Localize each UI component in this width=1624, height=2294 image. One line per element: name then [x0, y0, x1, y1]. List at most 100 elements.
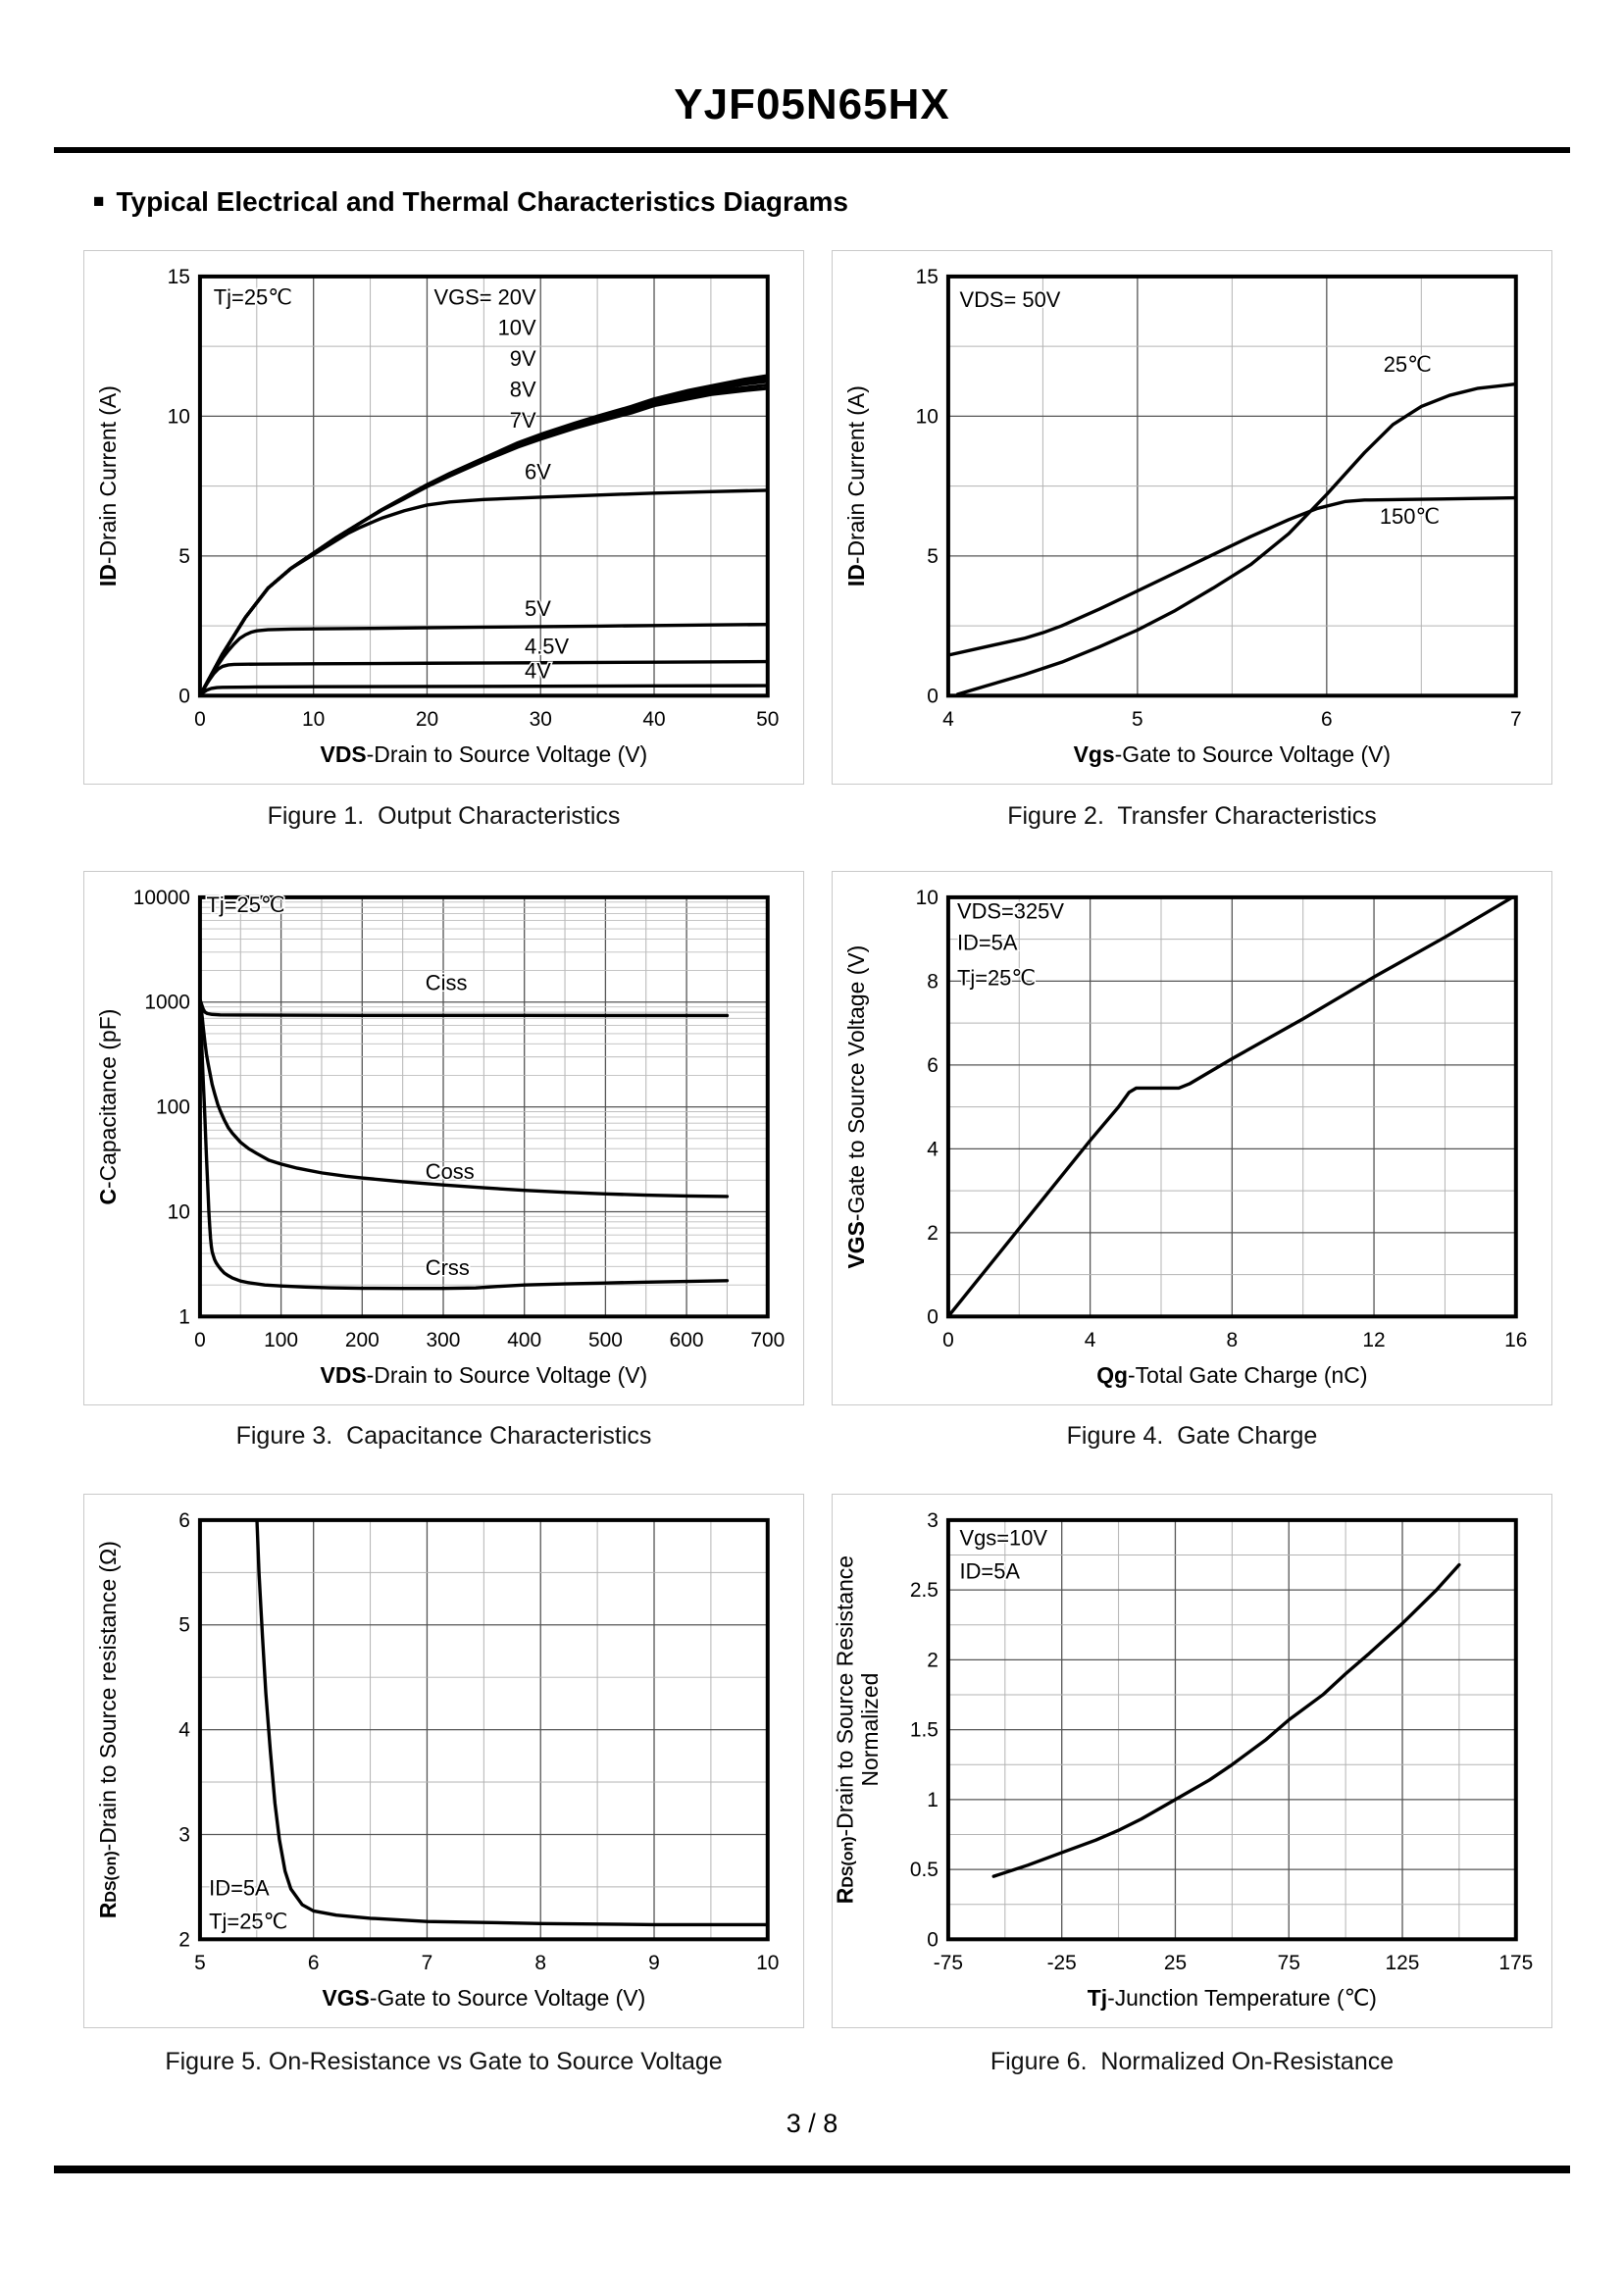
chart-annotation: 9V	[510, 346, 536, 371]
figure-6-chart: -75 -25 25 75 125 175 0 0.5 1 1.5 2 2.5 3 Tj-Junction…	[832, 1494, 1552, 2028]
x-tick-label: 600	[670, 1329, 704, 1351]
chart-annotation: 5V	[525, 596, 551, 621]
y-tick-label: 1	[178, 1305, 190, 1328]
y-tick-label: 4	[178, 1719, 190, 1742]
chart-annotation: 150℃	[1380, 504, 1440, 529]
chart-annotation: ID=5A	[959, 1559, 1020, 1584]
figure-2-chart: 4 5 6 7 0 5 10 15 Vgs-Gate to Source Voltage (V)…	[832, 250, 1552, 785]
x-tick-label: 125	[1386, 1952, 1420, 1974]
figure-2-plot: 4 5 6 7 0 5 10 15 Vgs-Gate to Source Voltage (V)…	[843, 266, 1522, 767]
y-tick-label: 10000	[133, 887, 190, 909]
curve-VGS=5V	[199, 623, 768, 696]
gridlines	[947, 276, 1516, 696]
y-tick-label: 2	[927, 1222, 939, 1245]
curve-Coss	[199, 1000, 730, 1198]
x-tick-label: 400	[507, 1329, 541, 1351]
y-tick-label: 0	[927, 1305, 939, 1328]
y-axis-label: ID-Drain Current (A)	[95, 385, 121, 586]
chart-annotation: Ciss	[426, 971, 468, 995]
x-tick-label: 5	[1132, 708, 1143, 731]
page-title: YJF05N65HX	[674, 80, 950, 128]
curve-25C	[955, 382, 1516, 696]
chart-annotation: 4.5V	[525, 635, 569, 659]
plot-border	[197, 894, 770, 1319]
figure-3-caption: Figure 3. Capacitance Characteristics	[235, 1422, 652, 1450]
y-axis-label: VGS-Gate to Source Voltage (V)	[843, 945, 869, 1269]
curve-VGS=4.5V	[199, 659, 768, 696]
section-heading: ■ Typical Electrical and Thermal Characte…	[93, 186, 848, 218]
y-tick-label: 3	[178, 1823, 190, 1846]
x-axis-label: Qg-Total Gate Charge (nC)	[1096, 1362, 1367, 1388]
chart-annotation: Crss	[426, 1255, 470, 1280]
chart-annotation: 25℃	[1384, 352, 1432, 377]
footer-rule	[54, 2166, 1570, 2173]
gridlines	[199, 1519, 768, 1940]
chart-annotation: Vgs=10V	[959, 1526, 1047, 1551]
chart-annotation: ID=5A	[957, 930, 1018, 954]
plot-border	[197, 274, 770, 698]
y-tick-label: 6	[178, 1509, 190, 1532]
figure-1-chart: 0 10 20 30 40 50 0 5 10 15 VDS-Drain to Source Vol…	[83, 250, 804, 785]
chart-annotation: Tj=25℃	[214, 284, 292, 309]
x-tick-label: 0	[194, 708, 206, 731]
curves	[991, 1562, 1461, 1878]
chart-annotation: Tj=25℃	[209, 1910, 287, 1934]
y-tick-label: 2	[178, 1928, 190, 1951]
x-tick-label: -75	[934, 1952, 963, 1974]
figure-2-caption: Figure 2. Transfer Characteristics	[1007, 802, 1377, 830]
chart-annotation: 6V	[525, 459, 551, 484]
curves	[947, 896, 1514, 1317]
section-bullet-icon: ■	[93, 191, 105, 212]
figure-5-caption: Figure 5. On-Resistance vs Gate to Sourc…	[165, 2048, 723, 2075]
x-tick-label: 12	[1362, 1329, 1385, 1351]
x-tick-label: 300	[427, 1329, 461, 1351]
curves	[199, 997, 730, 1291]
x-axis-label: Vgs-Gate to Source Voltage (V)	[1074, 741, 1391, 767]
x-tick-label: 8	[534, 1952, 546, 1974]
curves	[947, 382, 1516, 696]
y-tick-label: 4	[927, 1138, 939, 1160]
x-tick-label: -25	[1047, 1952, 1077, 1974]
chart-annotation: 10V	[498, 316, 536, 340]
figure-1-plot: 0 10 20 30 40 50 0 5 10 15 VDS-Drain to Source Vol…	[95, 266, 779, 767]
y-tick-label: 15	[916, 266, 939, 288]
curve-Crss	[199, 1001, 730, 1291]
curve-normalized-RDS(on)	[991, 1562, 1461, 1878]
x-tick-label: 40	[642, 708, 665, 731]
chart-annotation: ID=5A	[209, 1875, 270, 1900]
x-tick-label: 7	[1510, 708, 1522, 731]
header-rule	[54, 147, 1570, 153]
curve-gate-charge	[947, 896, 1514, 1317]
chart-annotation: Tj=25℃	[957, 966, 1036, 991]
x-tick-label: 0	[194, 1329, 206, 1351]
x-tick-label: 10	[302, 708, 325, 731]
figure-4-plot: 0 4 8 12 16 0 2 4 6 8 10 Qg-Total Gate Charge (nC) V…	[843, 887, 1527, 1388]
x-axis-label: VGS-Gate to Source Voltage (V)	[322, 1985, 645, 2011]
x-tick-label: 6	[1321, 708, 1333, 731]
figure-1-caption: Figure 1. Output Characteristics	[267, 802, 621, 830]
x-tick-label: 700	[750, 1329, 785, 1351]
curves	[255, 1519, 768, 1927]
figure-4-caption: Figure 4. Gate Charge	[1066, 1422, 1318, 1450]
gridlines	[947, 1519, 1516, 1940]
x-tick-label: 4	[1085, 1329, 1096, 1351]
gridlines	[199, 896, 768, 1317]
y-axis-label: Normalized	[857, 1673, 883, 1787]
figure-6-plot: -75 -25 25 75 125 175 0 0.5 1 1.5 2 2.5 3 Tj-Junction…	[833, 1509, 1533, 2011]
x-tick-label: 500	[588, 1329, 623, 1351]
x-tick-label: 25	[1164, 1952, 1187, 1974]
y-tick-label: 100	[156, 1096, 190, 1119]
figure-3-plot: 0 100 200 300 400 500 600 700 1 10 100 1000 10000 VDS…	[95, 887, 785, 1388]
x-tick-label: 4	[942, 708, 954, 731]
x-tick-label: 10	[756, 1952, 779, 1974]
x-tick-label: 8	[1227, 1329, 1239, 1351]
x-tick-label: 5	[194, 1952, 206, 1974]
gridlines	[199, 276, 768, 696]
y-tick-label: 0	[927, 1928, 939, 1951]
x-tick-label: 75	[1278, 1952, 1300, 1974]
y-tick-label: 10	[168, 1200, 190, 1223]
chart-annotation: 4V	[525, 659, 551, 684]
chart-annotation: Coss	[426, 1159, 475, 1184]
chart-annotation: VDS=325V	[957, 898, 1064, 923]
